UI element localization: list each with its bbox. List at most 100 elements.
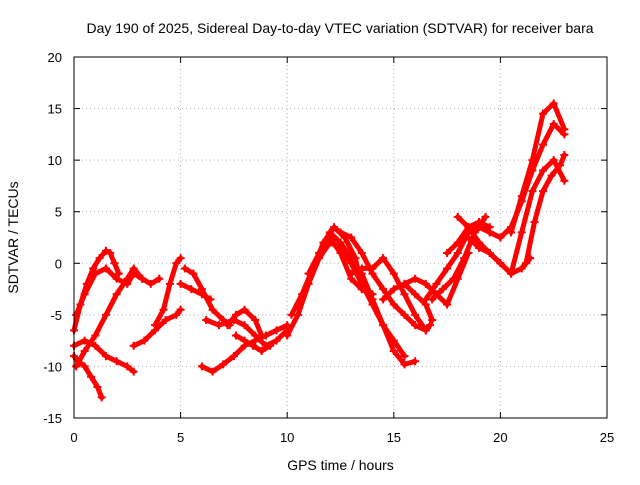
data-point <box>539 166 548 175</box>
data-point <box>421 279 430 288</box>
series-line <box>429 214 488 302</box>
data-point <box>330 223 339 232</box>
series-line <box>178 281 213 302</box>
data-point <box>304 269 313 278</box>
data-point <box>151 321 160 330</box>
data-point <box>549 99 558 108</box>
x-tick-label: 15 <box>387 430 401 445</box>
data-point <box>187 285 196 294</box>
data-point <box>560 125 569 134</box>
y-tick-label: 0 <box>55 256 62 271</box>
data-point <box>97 393 106 402</box>
data-point <box>560 150 569 159</box>
data-point <box>481 212 490 221</box>
data-point <box>528 156 537 165</box>
data-point <box>389 285 398 294</box>
data-point <box>101 264 110 273</box>
series-line <box>476 121 567 240</box>
data-point <box>229 352 238 361</box>
data-point <box>400 352 409 361</box>
data-point <box>129 341 138 350</box>
data-point <box>517 264 526 273</box>
data-point <box>219 360 228 369</box>
y-tick-label: -15 <box>43 411 62 426</box>
data-point <box>389 300 398 309</box>
data-point <box>95 254 104 263</box>
x-tick-label: 20 <box>493 430 507 445</box>
data-point <box>172 310 181 319</box>
data-point <box>400 290 409 299</box>
data-point <box>464 223 473 232</box>
data-point <box>266 341 275 350</box>
data-point <box>549 120 558 129</box>
data-point <box>496 259 505 268</box>
data-point <box>176 279 185 288</box>
data-point <box>379 295 388 304</box>
data-point <box>240 321 249 330</box>
data-point <box>368 264 377 273</box>
data-point <box>249 341 258 350</box>
data-point <box>421 326 430 335</box>
data-point <box>80 336 89 345</box>
data-point <box>138 274 147 283</box>
data-point <box>411 274 420 283</box>
data-point <box>368 295 377 304</box>
data-point <box>517 228 526 237</box>
data-point <box>347 269 356 278</box>
data-point <box>112 274 121 283</box>
data-point <box>496 233 505 242</box>
data-point <box>251 316 260 325</box>
data-point <box>283 331 292 340</box>
data-point <box>556 161 565 170</box>
data-point <box>87 372 96 381</box>
data-point <box>214 321 223 330</box>
data-point <box>91 269 100 278</box>
data-point <box>80 346 89 355</box>
data-point <box>475 223 484 232</box>
y-axis-label: SDTVAR / TECUs <box>5 181 21 293</box>
data-point <box>521 259 530 268</box>
data-point <box>129 264 138 273</box>
y-tick-label: 20 <box>48 50 62 65</box>
plot-frame <box>73 56 608 419</box>
data-point <box>232 331 241 340</box>
data-point <box>202 316 211 325</box>
data-point <box>189 269 198 278</box>
chart-title: Day 190 of 2025, Sidereal Day-to-day VTE… <box>86 20 593 36</box>
data-traces <box>70 99 569 402</box>
data-point <box>443 248 452 257</box>
data-point <box>293 300 302 309</box>
series-line <box>73 265 145 369</box>
data-point <box>257 331 266 340</box>
y-tick-label: -10 <box>43 359 62 374</box>
data-point <box>91 341 100 350</box>
data-point <box>197 362 206 371</box>
data-point <box>72 310 81 319</box>
data-point <box>272 326 281 335</box>
data-point <box>101 310 110 319</box>
x-axis-label: GPS time / hours <box>287 457 394 473</box>
data-point <box>180 264 189 273</box>
data-point <box>389 269 398 278</box>
data-point <box>304 279 313 288</box>
data-point <box>547 171 556 180</box>
data-point <box>400 279 409 288</box>
data-point <box>517 192 526 201</box>
x-tick-label: 25 <box>600 430 614 445</box>
data-point <box>257 346 266 355</box>
data-point <box>89 264 98 273</box>
data-point <box>232 310 241 319</box>
series-line <box>380 281 435 323</box>
data-point <box>539 109 548 118</box>
data-point <box>223 321 232 330</box>
data-point <box>432 279 441 288</box>
data-point <box>240 305 249 314</box>
data-point <box>357 248 366 257</box>
data-point <box>475 243 484 252</box>
series-line <box>465 157 567 277</box>
data-point <box>453 238 462 247</box>
data-point <box>161 316 170 325</box>
data-point <box>443 300 452 309</box>
x-tick-label: 0 <box>70 430 77 445</box>
